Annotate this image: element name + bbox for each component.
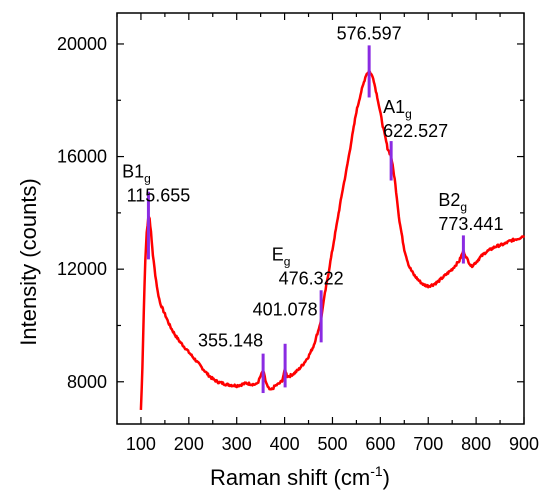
series-layer [139,69,526,410]
y-tick-label: 20000 [57,34,107,54]
peak-label: 115.655 [127,186,191,206]
x-axis-label-close: ) [383,465,390,490]
x-axis-label-main: Raman shift (cm [210,465,370,490]
tick-labels: 100 200 300 400 500 600 700 800 900 8000 12000 1600… [57,34,539,454]
x-tick-label: 700 [413,434,443,454]
plot-frame [116,12,525,425]
peak-label: 622.527 [383,121,448,141]
peak-label: Eg [272,245,291,269]
tick-marks [116,13,525,424]
peak-label: 401.078 [253,300,318,320]
axes [116,12,525,425]
y-tick-label: 16000 [57,147,107,167]
x-tick-label: 200 [174,434,204,454]
peak-label: 576.597 [337,24,402,44]
x-tick-label: 800 [461,434,491,454]
x-axis-label-superscript: -1 [370,463,383,479]
y-tick-label: 12000 [57,259,107,279]
x-tick-label: 100 [126,434,156,454]
peak-label: B2g [438,190,467,214]
peak-label: 773.441 [438,214,503,234]
x-tick-label: 300 [222,434,252,454]
x-tick-label: 500 [317,434,347,454]
peak-markers [146,45,465,394]
peak-label: 476.322 [279,269,344,289]
y-axis-label: Intensity (counts) [16,178,41,346]
x-tick-label: 600 [365,434,395,454]
x-tick-label: 900 [509,434,539,454]
x-tick-label: 400 [270,434,300,454]
peak-label: A1g [383,97,412,121]
peak-label: B1g [122,162,151,186]
spectrum-line [139,69,526,410]
y-tick-label: 8000 [67,372,107,392]
x-axis-label: Raman shift (cm-1) [210,463,390,490]
peak-label: 355.148 [198,331,263,351]
